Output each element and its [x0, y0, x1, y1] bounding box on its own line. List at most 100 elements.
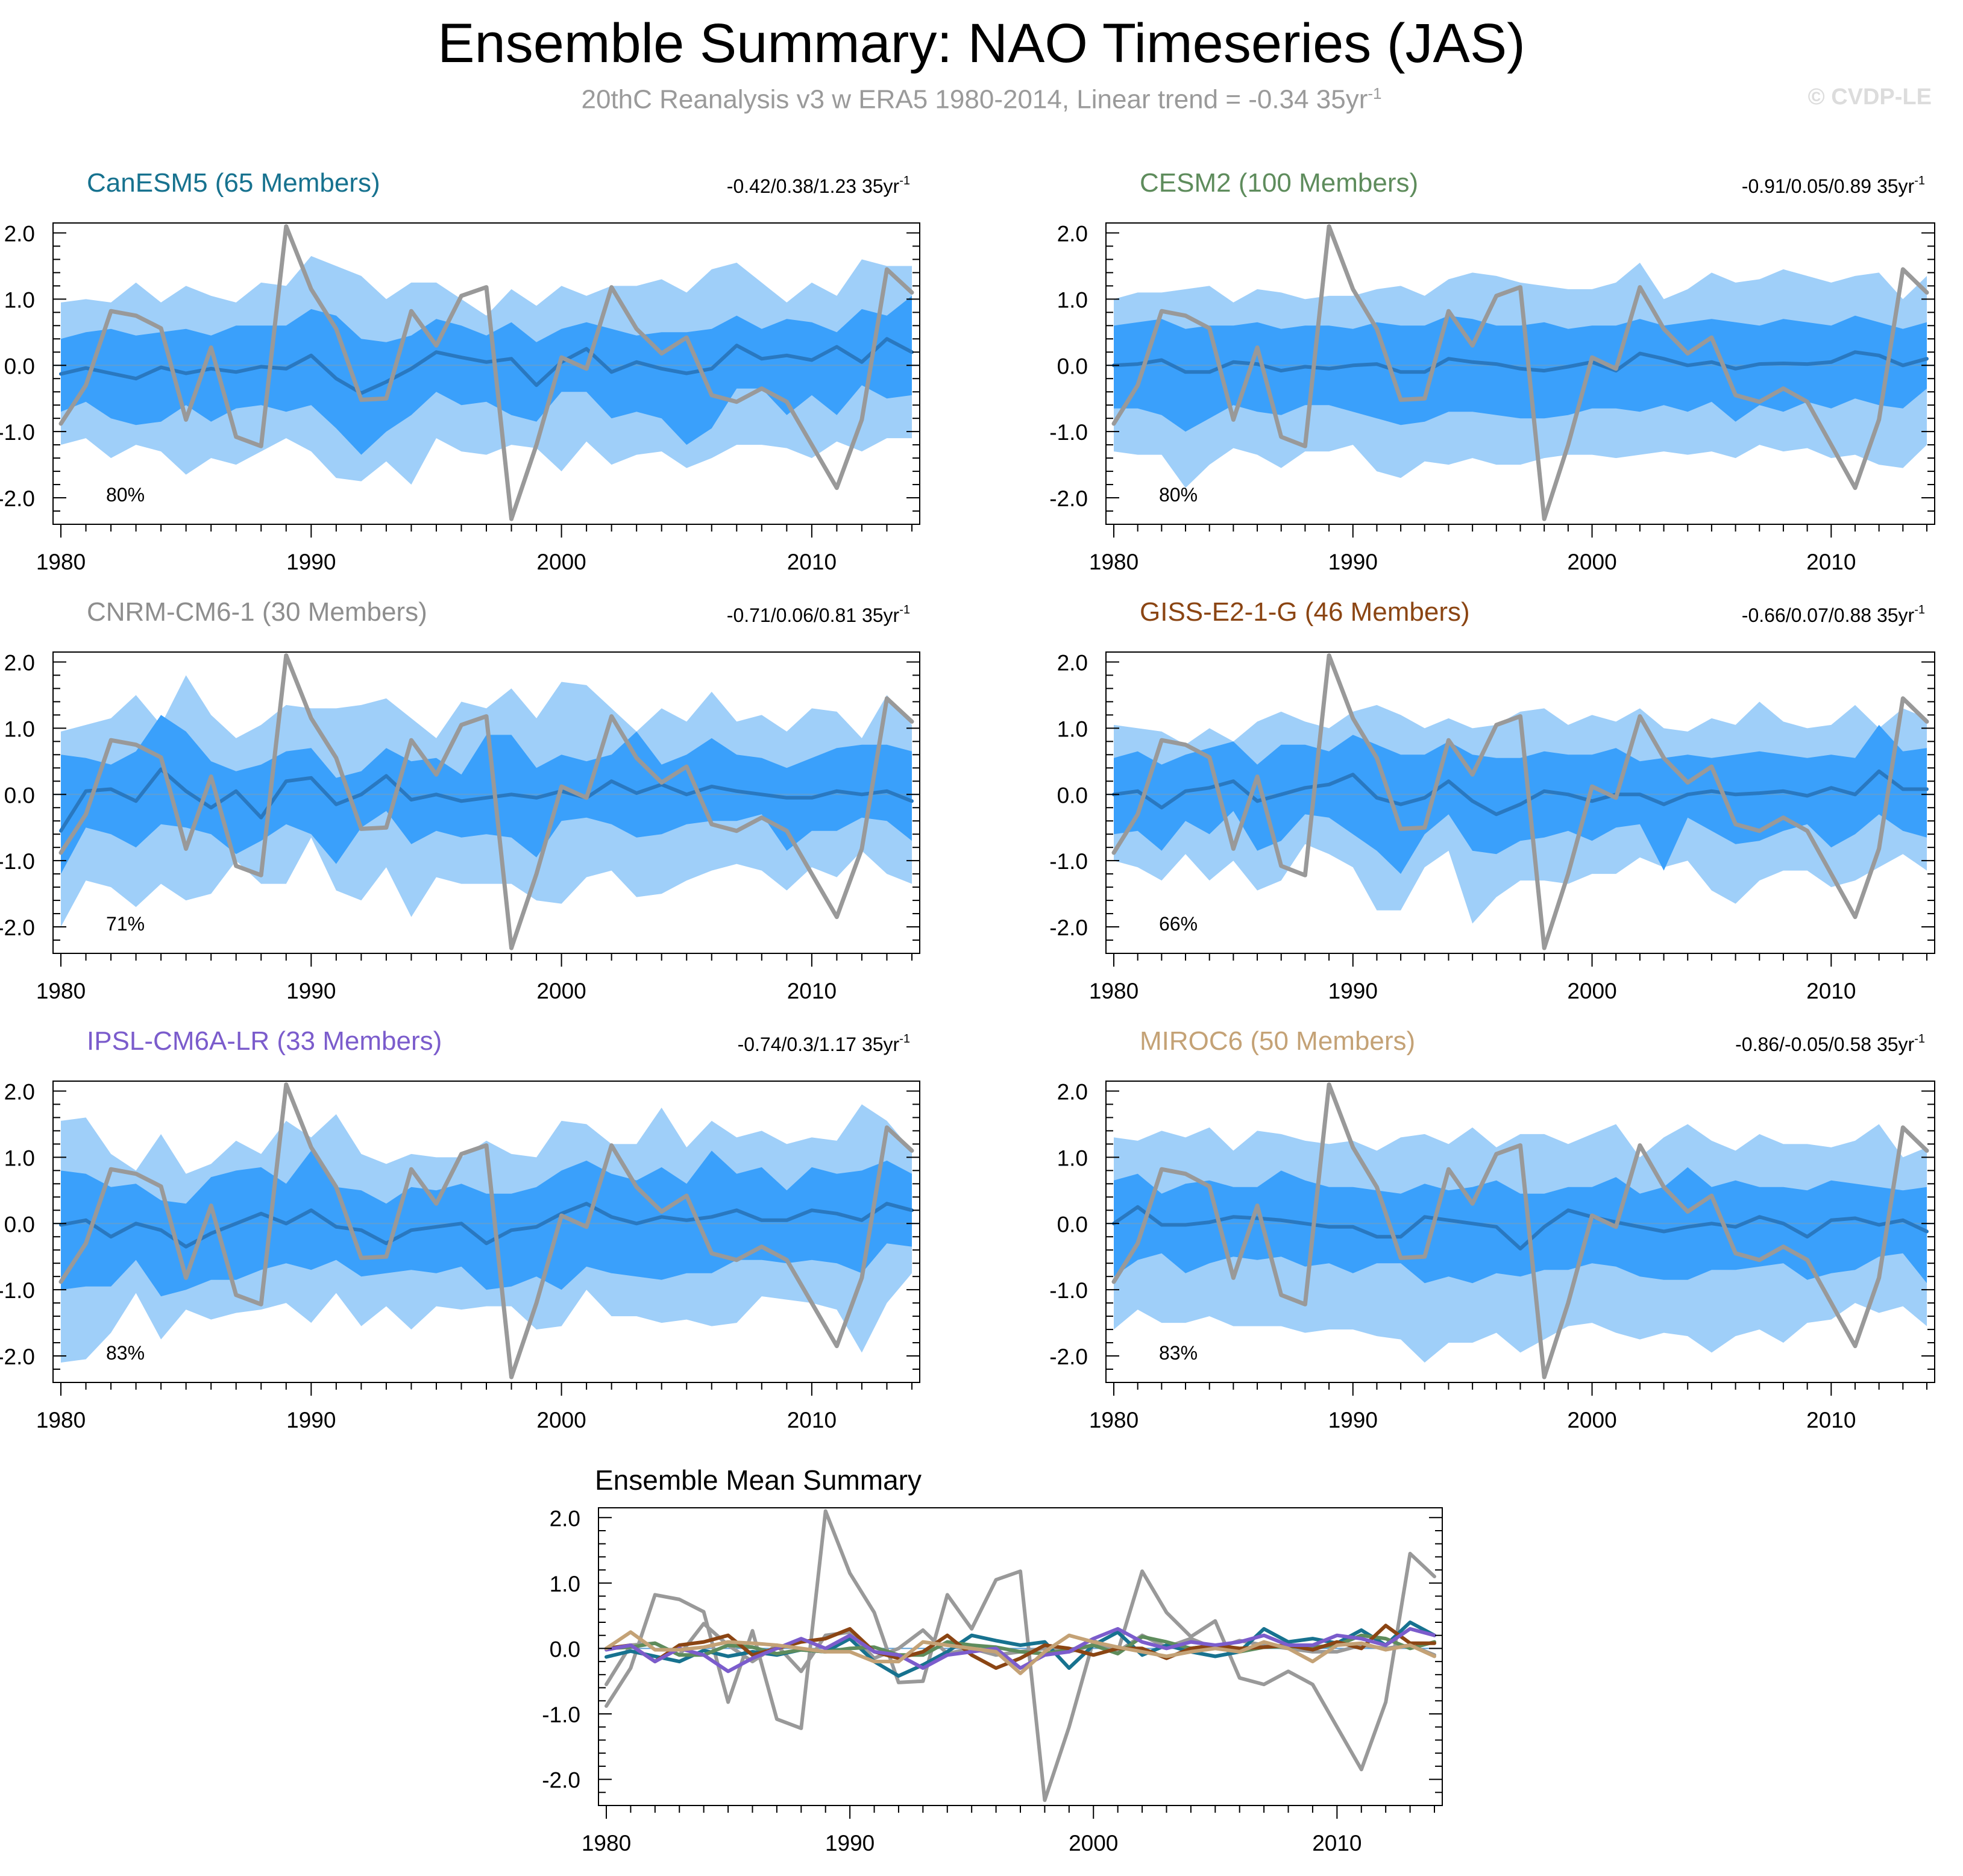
- chart-panel: 2.0 1.0 0.0 -1.0 -2.0 1980 1990 2000 2010 CESM2 (…: [1049, 168, 1935, 574]
- trend-label: -0.66/0.07/0.88 35yr-1: [1742, 603, 1925, 626]
- y-tick-label: 0.0: [4, 354, 35, 378]
- x-tick-label: 2010: [787, 550, 837, 574]
- observed-line: [58, 1082, 914, 1379]
- y-tick-label: 1.0: [1057, 1146, 1088, 1170]
- x-tick-label: 2000: [536, 1408, 586, 1432]
- series-line: [605, 1620, 1436, 1678]
- x-tick-label: 1990: [1328, 979, 1378, 1003]
- ensemble-mean-line: [1112, 1205, 1929, 1250]
- chart-panel: 2.0 1.0 0.0 -1.0 -2.0 1980 1990 2000 2010 GISS-E2…: [1049, 597, 1935, 1003]
- x-tick-label: 1980: [582, 1831, 631, 1856]
- y-tick-label: 2.0: [4, 221, 35, 246]
- series-line: [605, 1627, 1436, 1674]
- chart-title: CanESM5 (65 Members): [87, 168, 380, 198]
- trend-exponent: -1: [1914, 1032, 1925, 1046]
- trend-exponent: -1: [1914, 603, 1925, 616]
- x-tick-label: 2000: [1567, 979, 1616, 1003]
- y-tick-label: 0.0: [1057, 783, 1088, 808]
- series-line: [605, 1630, 1436, 1675]
- y-tick-label: -2.0: [542, 1768, 580, 1793]
- y-tick-label: 0.0: [550, 1637, 580, 1661]
- x-tick-label: 1980: [36, 550, 86, 574]
- y-tick-label: 1.0: [4, 1146, 35, 1170]
- chart-panel: 2.0 1.0 0.0 -1.0 -2.0 1980 1990 2000 2010 CanESM5…: [0, 168, 920, 574]
- observed-line: [58, 224, 914, 521]
- trend-exponent: -1: [899, 174, 910, 187]
- x-tick-label: 2010: [787, 979, 837, 1003]
- page-title: Ensemble Summary: NAO Timeseries (JAS): [438, 13, 1525, 74]
- y-tick-label: 1.0: [1057, 287, 1088, 312]
- chart-panel: 2.0 1.0 0.0 -1.0 -2.0 1980 1990 2000 2010 CNRM-CM…: [0, 597, 920, 1003]
- percent-label: 80%: [1159, 484, 1198, 506]
- observed-line: [1111, 653, 1929, 950]
- y-tick-label: -1.0: [1049, 849, 1088, 874]
- series-line: [605, 1622, 1436, 1687]
- chart-title: GISS-E2-1-G (46 Members): [1140, 597, 1470, 627]
- trend-exponent: -1: [899, 1032, 910, 1046]
- y-tick-label: -1.0: [1049, 1278, 1088, 1303]
- y-tick-label: 2.0: [4, 650, 35, 675]
- chart-title: Ensemble Mean Summary: [595, 1464, 922, 1496]
- y-tick-label: -1.0: [0, 420, 35, 445]
- y-tick-label: 2.0: [1057, 1079, 1088, 1104]
- ensemble-mean-line: [1112, 350, 1929, 374]
- x-tick-label: 1980: [1089, 1408, 1139, 1432]
- chart-title: CESM2 (100 Members): [1140, 168, 1418, 198]
- trend-exponent: -1: [899, 603, 910, 616]
- percent-label: 71%: [106, 913, 145, 935]
- ensemble-mean-line: [59, 1202, 914, 1249]
- observed-line: [1111, 224, 1929, 521]
- y-tick-label: -1.0: [542, 1702, 580, 1727]
- x-tick-label: 2010: [1806, 1408, 1856, 1432]
- trend-label: -0.71/0.06/0.81 35yr-1: [727, 603, 910, 626]
- trend-label: -0.91/0.05/0.89 35yr-1: [1742, 174, 1925, 197]
- y-tick-label: -1.0: [1049, 420, 1088, 445]
- y-tick-label: 0.0: [1057, 354, 1088, 378]
- x-tick-label: 1990: [1328, 1408, 1378, 1432]
- y-tick-label: -2.0: [1049, 915, 1088, 940]
- x-tick-label: 2010: [1806, 979, 1856, 1003]
- x-tick-label: 1980: [36, 979, 86, 1003]
- chart-title: CNRM-CM6-1 (30 Members): [87, 597, 427, 627]
- x-tick-label: 2000: [1069, 1831, 1118, 1856]
- x-tick-label: 1990: [286, 1408, 336, 1432]
- y-tick-label: 0.0: [4, 1212, 35, 1237]
- chart-panel: 2.0 1.0 0.0 -1.0 -2.0 1980 1990 2000 2010 Ensembl…: [542, 1464, 1443, 1856]
- x-tick-label: 1980: [1089, 550, 1139, 574]
- y-tick-label: 1.0: [1057, 717, 1088, 741]
- y-tick-label: -2.0: [0, 915, 35, 940]
- x-tick-label: 2000: [536, 550, 586, 574]
- chart-title: MIROC6 (50 Members): [1140, 1026, 1415, 1056]
- percent-label: 83%: [106, 1342, 145, 1364]
- y-tick-label: 2.0: [4, 1079, 35, 1104]
- observed-line: [58, 653, 914, 950]
- x-tick-label: 2010: [1312, 1831, 1362, 1856]
- chart-panel: 2.0 1.0 0.0 -1.0 -2.0 1980 1990 2000 2010 IPSL-CM…: [0, 1026, 920, 1432]
- x-tick-label: 2000: [536, 979, 586, 1003]
- y-tick-label: 1.0: [550, 1572, 580, 1596]
- x-tick-label: 2000: [1567, 550, 1616, 574]
- chart-title: IPSL-CM6A-LR (33 Members): [87, 1026, 442, 1056]
- y-tick-label: -1.0: [0, 1278, 35, 1303]
- trend-label: -0.86/-0.05/0.58 35yr-1: [1735, 1032, 1925, 1055]
- x-tick-label: 2010: [787, 1408, 837, 1432]
- y-tick-label: -2.0: [0, 1344, 35, 1369]
- x-tick-label: 2010: [1806, 550, 1856, 574]
- percent-label: 83%: [1159, 1342, 1198, 1364]
- y-tick-label: 2.0: [550, 1506, 580, 1531]
- x-tick-label: 2000: [1567, 1408, 1616, 1432]
- percent-label: 80%: [106, 484, 145, 506]
- x-tick-label: 1990: [825, 1831, 875, 1856]
- trend-label: -0.42/0.38/1.23 35yr-1: [727, 174, 910, 197]
- y-tick-label: -2.0: [0, 486, 35, 511]
- percent-label: 66%: [1159, 913, 1198, 935]
- x-tick-label: 1980: [36, 1408, 86, 1432]
- chart-panel: 2.0 1.0 0.0 -1.0 -2.0 1980 1990 2000 2010 MIROC6 …: [1049, 1026, 1935, 1432]
- trend-exponent: -1: [1914, 174, 1925, 187]
- trend-label: -0.74/0.3/1.17 35yr-1: [738, 1032, 910, 1055]
- y-tick-label: -2.0: [1049, 1344, 1088, 1369]
- y-tick-label: 1.0: [4, 717, 35, 741]
- y-tick-label: -1.0: [0, 849, 35, 874]
- y-tick-label: 0.0: [1057, 1212, 1088, 1237]
